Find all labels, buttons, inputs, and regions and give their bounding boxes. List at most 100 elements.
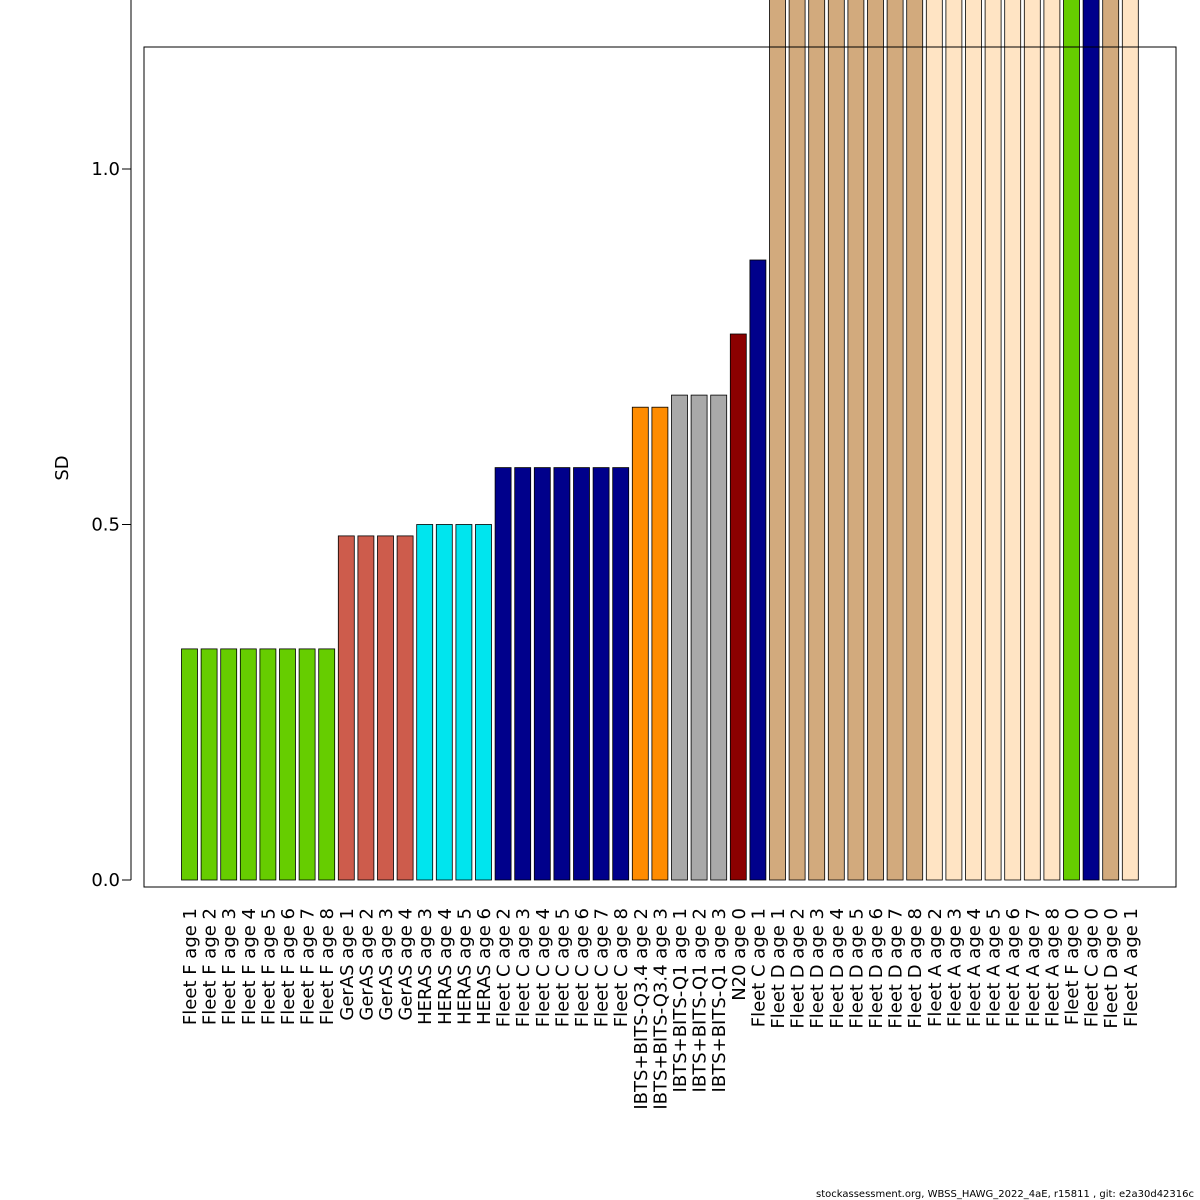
x-tick-label: Fleet D age 3 <box>807 908 828 1029</box>
bar-41 <box>965 0 982 881</box>
bar-5 <box>259 648 277 881</box>
plot-frame <box>143 46 1177 888</box>
x-tick-label: IBTS+BITS-Q1 age 2 <box>690 908 711 1092</box>
bar-32 <box>788 0 806 881</box>
x-tick-label: Fleet C age 6 <box>572 908 593 1027</box>
x-tick-label: Fleet D age 8 <box>905 908 926 1029</box>
x-tick-label: IBTS+BITS-Q3.4 age 2 <box>631 908 652 1110</box>
x-tick-label: Fleet A age 2 <box>925 908 946 1027</box>
x-tick-label: GerAS age 4 <box>396 908 417 1021</box>
x-tick-label: Fleet D age 1 <box>768 908 789 1029</box>
x-tick-label: Fleet C age 0 <box>1082 908 1103 1027</box>
x-tick-label: IBTS+BITS-Q1 age 3 <box>709 908 730 1092</box>
x-tick-label: Fleet C age 1 <box>748 908 769 1027</box>
x-tick-label: Fleet A age 1 <box>1121 908 1142 1027</box>
x-tick-label: Fleet C age 2 <box>494 908 515 1027</box>
x-tick-label: Fleet A age 4 <box>964 908 985 1027</box>
x-tick-label: HERAS age 4 <box>435 908 456 1025</box>
x-tick-label: Fleet F age 0 <box>1062 908 1083 1025</box>
bar-6 <box>279 648 296 881</box>
bar-25 <box>651 406 669 881</box>
bar-13 <box>416 524 434 881</box>
bar-11 <box>377 535 394 881</box>
bar-8 <box>318 648 336 881</box>
y-axis: 0.00.51.01.52.0 <box>91 0 132 891</box>
x-tick-label: Fleet D age 6 <box>866 908 887 1029</box>
x-tick-label: Fleet A age 3 <box>944 908 965 1027</box>
x-tick-label: Fleet F age 6 <box>278 908 299 1025</box>
bar-46 <box>1063 0 1080 881</box>
bar-2 <box>200 648 218 881</box>
y-axis-title: SD <box>52 455 73 480</box>
x-tick-label: Fleet A age 5 <box>984 908 1005 1027</box>
bar-40 <box>945 0 963 881</box>
bar-27 <box>690 394 708 881</box>
x-tick-label: Fleet F age 7 <box>298 908 319 1025</box>
bar-30 <box>749 259 767 881</box>
x-tick-label: Fleet F age 3 <box>219 908 240 1025</box>
x-tick-label: Fleet F age 5 <box>258 908 279 1025</box>
bar-1 <box>181 648 198 881</box>
bar-26 <box>671 394 688 881</box>
bar-29 <box>729 333 747 881</box>
x-tick-label: N20 age 0 <box>729 908 750 1001</box>
bar-22 <box>592 467 610 881</box>
x-tick-label: Fleet C age 5 <box>552 908 573 1027</box>
y-tick-label: 0.0 <box>91 870 120 891</box>
x-tick-label: GerAS age 2 <box>356 908 377 1021</box>
x-tick-label: Fleet D age 4 <box>827 908 848 1029</box>
bar-31 <box>769 0 786 881</box>
bars-group <box>181 0 1139 881</box>
bar-3 <box>220 648 238 881</box>
bar-23 <box>612 467 630 881</box>
bar-9 <box>337 535 355 881</box>
x-tick-label: HERAS age 6 <box>474 908 495 1025</box>
bar-38 <box>906 0 924 881</box>
bar-49 <box>1121 0 1139 881</box>
x-tick-label: Fleet C age 3 <box>513 908 534 1027</box>
x-tick-label: Fleet D age 0 <box>1101 908 1122 1029</box>
bar-37 <box>886 0 904 881</box>
x-tick-label: Fleet D age 7 <box>886 908 907 1029</box>
bar-10 <box>357 535 375 881</box>
bar-28 <box>710 394 728 881</box>
x-tick-label: HERAS age 5 <box>454 908 475 1025</box>
bar-20 <box>553 467 571 881</box>
x-tick-label: Fleet C age 4 <box>533 908 554 1027</box>
x-tick-label: Fleet F age 4 <box>239 908 260 1025</box>
bar-48 <box>1102 0 1120 881</box>
x-tick-label: Fleet F age 1 <box>180 908 201 1025</box>
x-tick-label: Fleet A age 8 <box>1042 908 1063 1027</box>
x-tick-label: Fleet A age 7 <box>1023 908 1044 1027</box>
bar-19 <box>533 467 551 881</box>
bar-16 <box>475 524 492 881</box>
bar-43 <box>1004 0 1022 881</box>
bar-36 <box>867 0 884 881</box>
bar-4 <box>239 648 257 881</box>
bar-47 <box>1082 0 1100 881</box>
x-tick-label: Fleet F age 2 <box>200 908 221 1025</box>
bar-14 <box>435 524 453 881</box>
bar-42 <box>984 0 1002 881</box>
x-tick-label: Fleet D age 2 <box>788 908 809 1029</box>
bar-45 <box>1043 0 1061 881</box>
x-tick-label: GerAS age 1 <box>337 908 358 1021</box>
x-tick-label: Fleet C age 7 <box>592 908 613 1027</box>
y-tick-label: 1.0 <box>91 159 120 180</box>
bar-35 <box>847 0 865 881</box>
bar-21 <box>573 467 590 881</box>
x-tick-label: Fleet D age 5 <box>846 908 867 1029</box>
bar-15 <box>455 524 473 881</box>
x-tick-label: IBTS+BITS-Q3.4 age 3 <box>650 908 671 1110</box>
x-tick-label: HERAS age 3 <box>415 908 436 1025</box>
bar-18 <box>514 467 532 881</box>
y-tick-label: 0.5 <box>91 515 120 536</box>
bar-12 <box>396 535 414 881</box>
x-tick-label: Fleet A age 6 <box>1003 908 1024 1027</box>
bar-39 <box>925 0 943 881</box>
x-tick-label: IBTS+BITS-Q1 age 1 <box>670 908 691 1092</box>
x-tick-label: Fleet F age 8 <box>317 908 338 1025</box>
x-tick-label: Fleet C age 8 <box>611 908 632 1027</box>
